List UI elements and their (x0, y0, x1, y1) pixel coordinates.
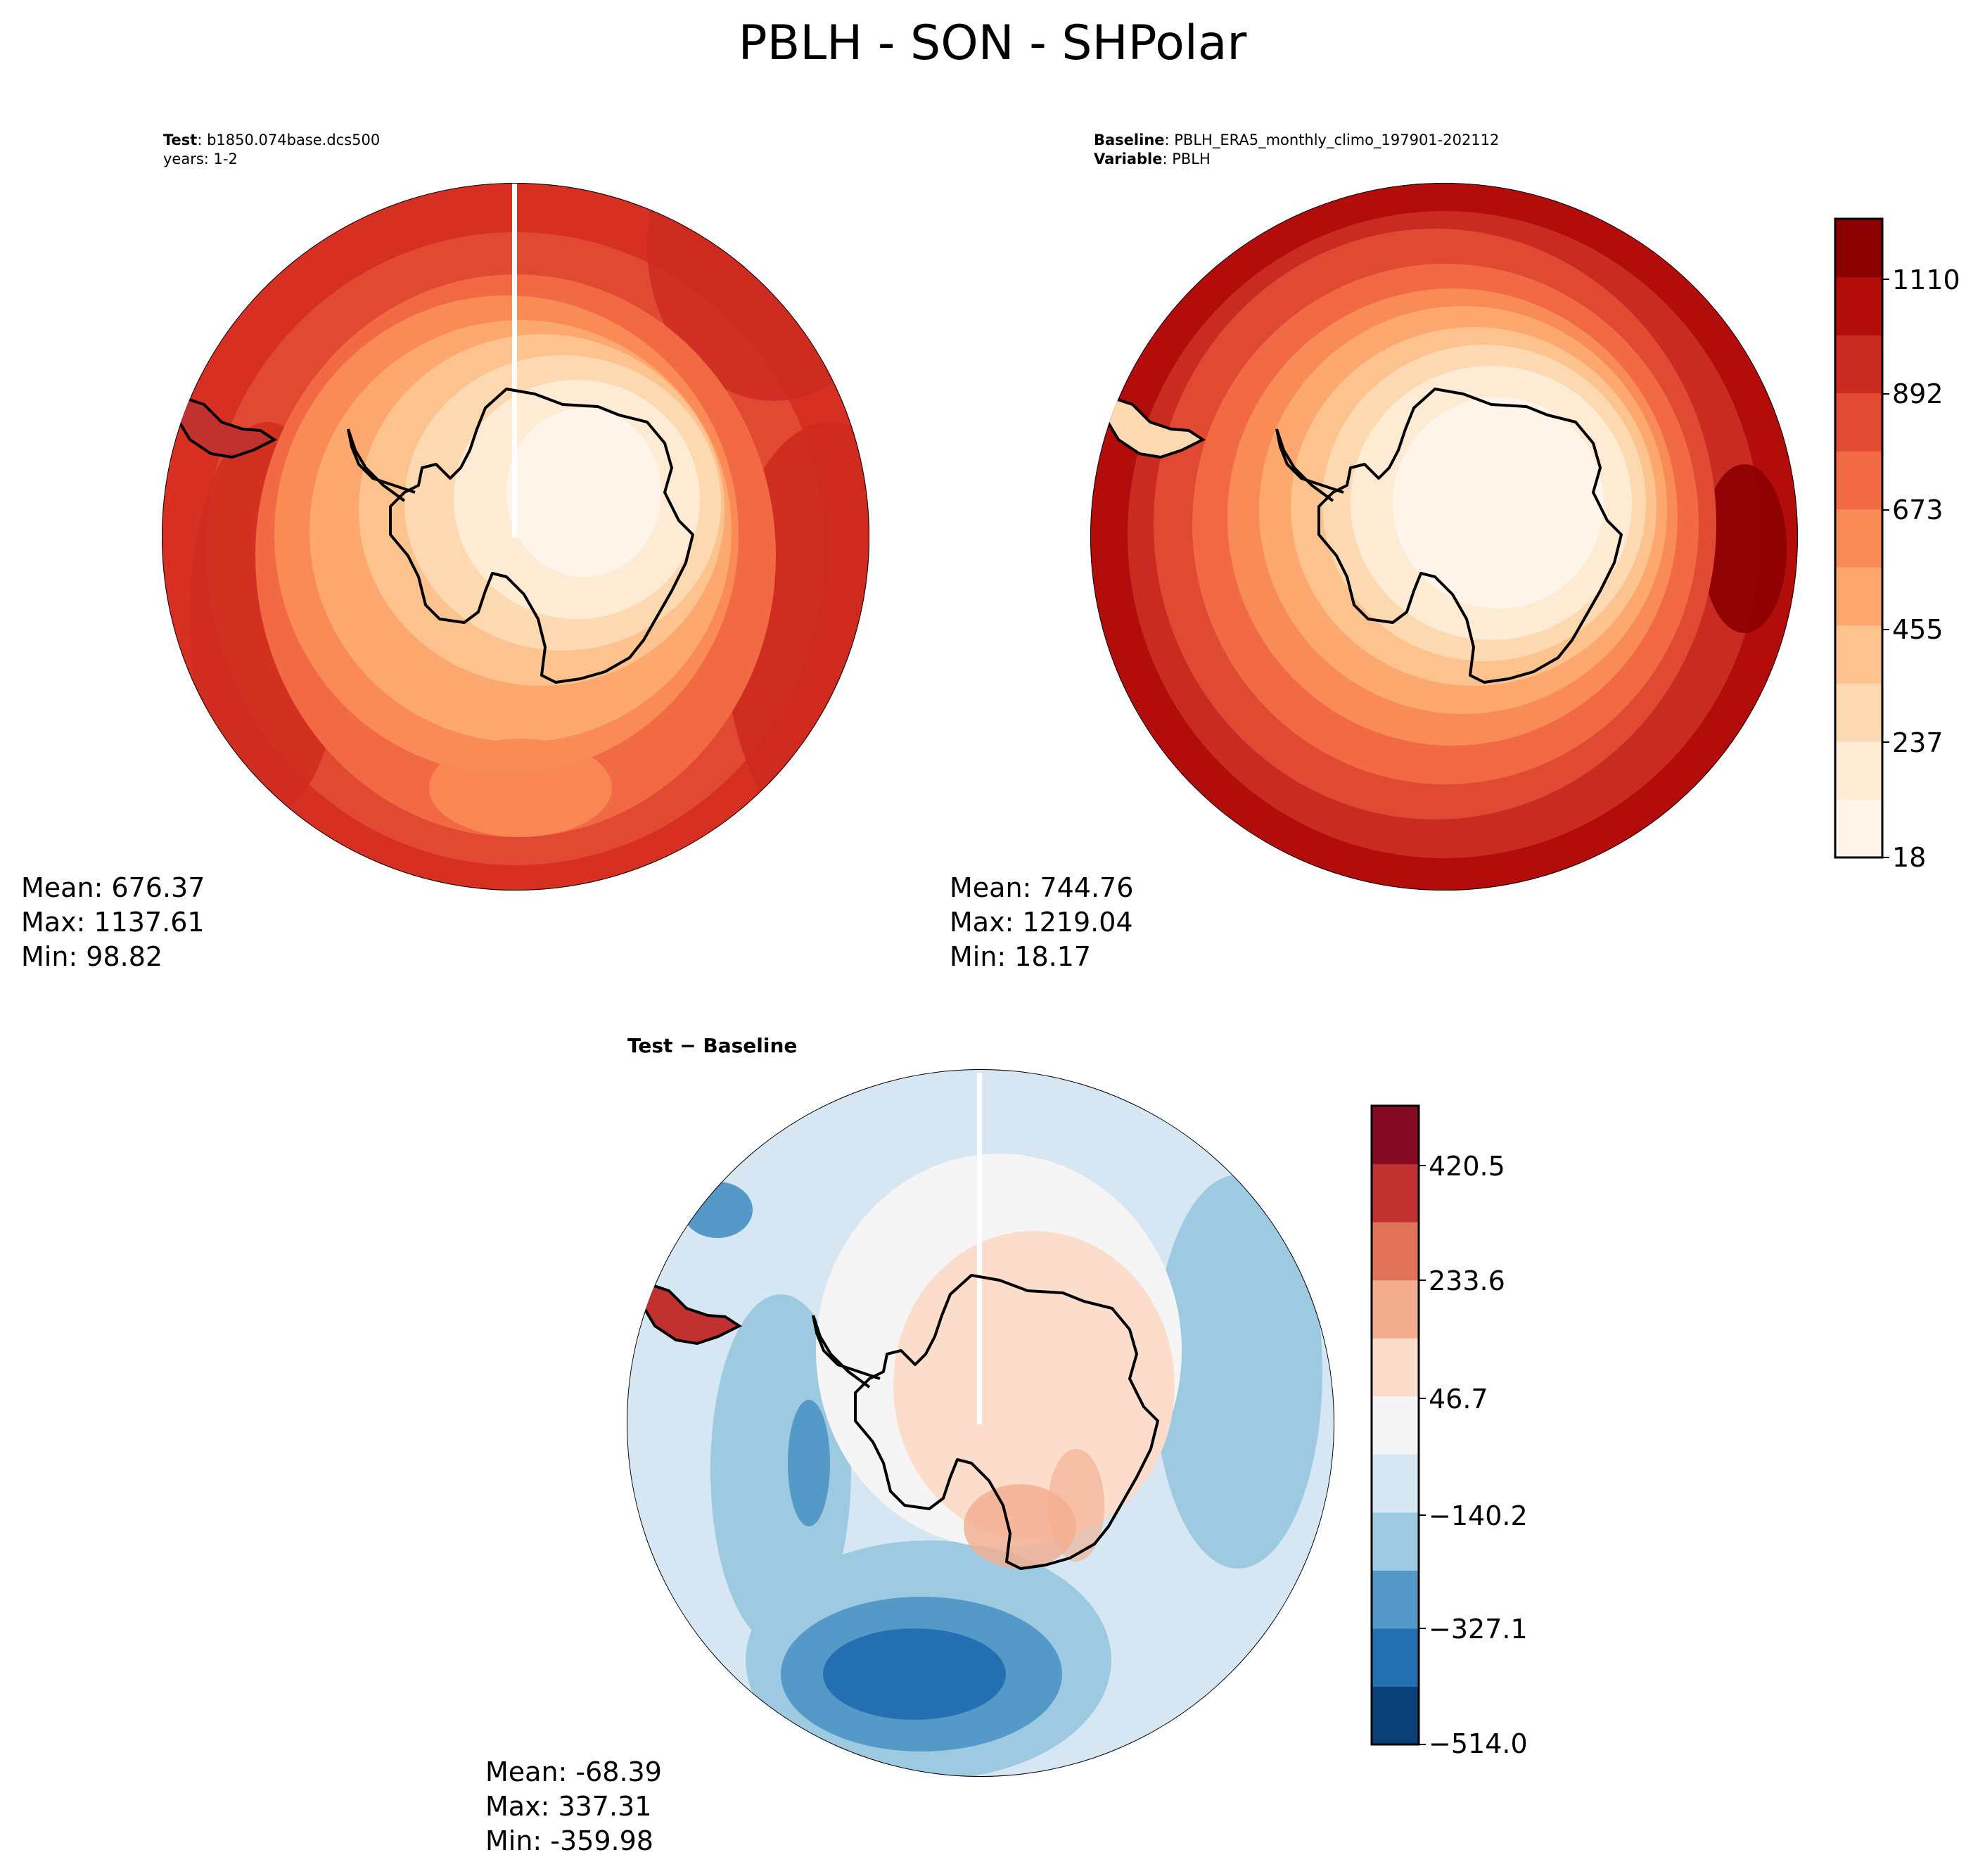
baseline-variable-value: : PBLH (1162, 151, 1211, 167)
baseline-peninsula (1275, 428, 1344, 502)
baseline-max: Max: 1219.04 (950, 907, 1133, 938)
diff-tick-label: 233.6 (1429, 1265, 1505, 1296)
colorbar-segment (1372, 1280, 1419, 1339)
colorbar-segment (1372, 1396, 1419, 1455)
colorbar-segment (1372, 1454, 1419, 1513)
test-max: Max: 1137.61 (21, 907, 205, 938)
difference-title: Test − Baseline (627, 1034, 798, 1057)
colorbar-segment (1835, 625, 1882, 684)
colorbar-border (1370, 1104, 1420, 1746)
colorbar-segment (1372, 1512, 1419, 1571)
test-south-america (177, 395, 278, 459)
diff-tick-label: −140.2 (1429, 1500, 1528, 1531)
colorbar-segment (1372, 1338, 1419, 1397)
main-tick-label: 1110 (1892, 264, 1960, 295)
main-tick-label: 673 (1892, 494, 1943, 525)
baseline-label-bold: Baseline (1094, 132, 1165, 148)
test-case-label: Test: b1850.074base.dcs500 (163, 131, 380, 150)
colorbar-segment (1372, 1163, 1419, 1223)
difference-peninsula (812, 1315, 881, 1389)
difference-min: Min: -359.98 (485, 1825, 653, 1856)
baseline-coastline (1317, 388, 1623, 684)
baseline-case-label: Baseline: PBLH_ERA5_monthly_climo_197901… (1094, 131, 1499, 150)
test-map (162, 183, 869, 891)
colorbar-segment (1835, 393, 1882, 452)
colorbar-segment (1835, 741, 1882, 800)
diff-tick-label: −514.0 (1429, 1728, 1528, 1759)
test-label-value: : b1850.074base.dcs500 (197, 132, 381, 148)
diff-tick-label: 46.7 (1429, 1384, 1488, 1415)
baseline-mean: Mean: 744.76 (950, 872, 1134, 903)
difference-stats: Mean: -68.39 Max: 337.31 Min: -359.98 (485, 1755, 662, 1858)
main-tick-label: 892 (1892, 378, 1943, 409)
main-colorbar (1834, 217, 1889, 859)
colorbar-segment (1372, 1628, 1419, 1687)
difference-coastline (854, 1274, 1159, 1570)
baseline-min: Min: 18.17 (950, 941, 1092, 972)
colorbar-segment (1372, 1106, 1419, 1165)
colorbar-segment (1835, 335, 1882, 394)
baseline-variable-bold: Variable (1094, 151, 1163, 167)
colorbar-segment (1372, 1222, 1419, 1281)
colorbar-segment (1835, 683, 1882, 742)
test-stats: Mean: 676.37 Max: 1137.61 Min: 98.82 (21, 871, 205, 974)
difference-max: Max: 337.31 (485, 1791, 652, 1822)
main-tick-label: 237 (1892, 727, 1943, 758)
test-label-bold: Test (163, 132, 198, 148)
colorbar-border (1834, 217, 1884, 859)
colorbar-segment (1835, 451, 1882, 510)
colorbar-segment (1835, 567, 1882, 626)
test-min: Min: 98.82 (21, 941, 163, 972)
baseline-label-value: : PBLH_ERA5_monthly_climo_197901-202112 (1164, 132, 1500, 148)
baseline-variable-label: Variable: PBLH (1094, 150, 1211, 169)
test-years-label: years: 1-2 (163, 151, 238, 167)
colorbar-segment (1372, 1686, 1419, 1745)
difference-map (627, 1069, 1334, 1777)
baseline-stats: Mean: 744.76 Max: 1219.04 Min: 18.17 (950, 871, 1133, 974)
baseline-map (1090, 183, 1798, 891)
baseline-south-america (1106, 395, 1206, 459)
diff-tick-label: 420.5 (1429, 1151, 1505, 1182)
colorbar-segment (1835, 219, 1882, 278)
test-peninsula (347, 428, 416, 502)
colorbar-segment (1372, 1570, 1419, 1629)
diff-tick-label: −327.1 (1429, 1614, 1528, 1645)
main-tick-label: 455 (1892, 614, 1943, 645)
difference-mean: Mean: -68.39 (485, 1756, 662, 1787)
difference-colorbar (1370, 1104, 1426, 1746)
figure-title: PBLH - SON - SHPolar (738, 15, 1247, 71)
colorbar-segment (1835, 276, 1882, 336)
difference-south-america (642, 1282, 743, 1346)
test-mean: Mean: 676.37 (21, 872, 205, 903)
main-tick-label: 18 (1892, 842, 1927, 873)
test-coastline (389, 388, 694, 684)
colorbar-segment (1835, 509, 1882, 568)
colorbar-segment (1835, 799, 1882, 858)
